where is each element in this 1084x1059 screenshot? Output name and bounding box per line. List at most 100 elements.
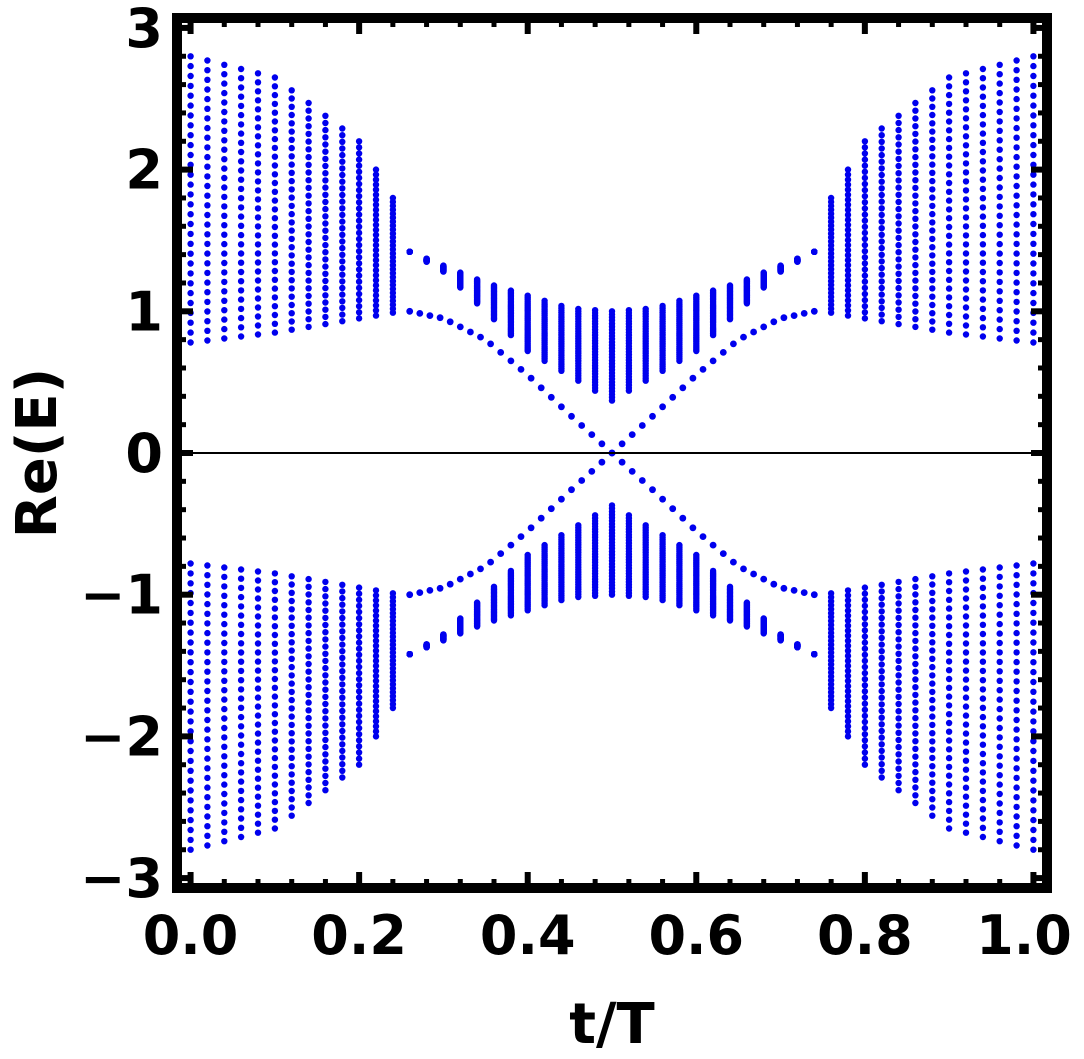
band-point	[355, 639, 363, 646]
band-point	[777, 262, 784, 269]
band-point	[962, 802, 970, 809]
band-point	[979, 333, 987, 340]
band-point	[962, 214, 970, 221]
edge-state-point	[547, 393, 555, 401]
band-point	[945, 605, 953, 612]
edge-state-point	[517, 533, 525, 540]
band-point	[221, 687, 228, 694]
band-point	[187, 82, 194, 90]
band-point	[322, 672, 329, 679]
band-point	[962, 70, 970, 77]
edge-state-point	[477, 333, 484, 341]
band-point	[271, 285, 279, 292]
band-point	[912, 215, 919, 222]
band-point	[372, 597, 380, 604]
band-point	[962, 667, 970, 674]
band-point	[979, 686, 987, 693]
band-point	[372, 176, 380, 183]
band-point	[929, 95, 936, 102]
band-point	[1013, 231, 1020, 238]
edge-state-point	[416, 589, 424, 596]
band-point	[221, 828, 228, 835]
band-point	[355, 688, 363, 695]
band-point	[929, 268, 936, 276]
band-point	[912, 269, 919, 277]
band-point	[979, 222, 987, 229]
band-point	[844, 191, 852, 198]
band-point	[996, 696, 1003, 703]
band-point	[945, 693, 953, 700]
band-point	[355, 682, 363, 689]
band-point	[221, 809, 228, 817]
band-point	[204, 76, 211, 84]
band-point	[929, 812, 936, 819]
band-point	[912, 115, 919, 122]
band-point	[1013, 562, 1020, 569]
band-point	[878, 145, 885, 152]
band-point	[305, 676, 312, 683]
band-point	[288, 219, 295, 226]
band-point	[204, 687, 211, 695]
band-point	[996, 165, 1003, 172]
band-point	[237, 278, 245, 285]
band-point	[237, 296, 245, 303]
band-point	[322, 715, 329, 722]
band-point	[221, 269, 228, 276]
band-point	[305, 300, 312, 307]
band-point	[372, 216, 380, 224]
band-point	[1013, 192, 1020, 199]
band-point	[1030, 718, 1037, 725]
band-point	[1030, 580, 1037, 587]
band-point	[254, 784, 262, 791]
band-point	[895, 184, 902, 191]
band-point	[271, 719, 279, 727]
edge-state-point	[790, 312, 798, 319]
edge-state-point	[487, 558, 494, 566]
band-point	[372, 617, 380, 624]
band-point	[204, 211, 211, 219]
band-point	[1030, 181, 1037, 188]
band-point	[929, 87, 936, 94]
band-point	[355, 193, 363, 200]
band-point	[878, 185, 885, 192]
band-point	[372, 698, 380, 705]
band-point	[271, 658, 279, 665]
band-point	[895, 313, 902, 321]
band-point	[962, 196, 970, 203]
band-point	[962, 829, 970, 836]
band-point	[929, 293, 936, 300]
band-point	[372, 166, 380, 173]
band-point	[305, 238, 312, 246]
band-point	[322, 148, 329, 155]
band-point	[322, 313, 329, 321]
band-point	[962, 640, 970, 647]
band-point	[355, 272, 363, 279]
band-point	[844, 723, 852, 730]
y-axis-title: Re(E)	[5, 368, 70, 539]
band-point	[608, 308, 616, 315]
band-point	[389, 194, 397, 202]
band-point	[1030, 816, 1037, 824]
band-point	[355, 749, 363, 756]
band-point	[288, 326, 295, 333]
edge-state-point	[406, 591, 414, 599]
band-point	[355, 229, 363, 237]
band-point	[659, 596, 666, 604]
band-point	[895, 162, 902, 170]
band-point	[305, 323, 312, 331]
band-point	[288, 754, 295, 762]
band-point	[237, 750, 245, 758]
band-point	[204, 269, 211, 277]
band-point	[322, 249, 329, 256]
band-point	[187, 728, 194, 735]
band-point	[372, 211, 380, 219]
edge-state-point	[497, 550, 505, 557]
band-point	[878, 774, 885, 781]
band-point	[912, 668, 919, 675]
band-point	[221, 573, 228, 581]
band-point	[878, 258, 885, 265]
band-point	[945, 570, 953, 577]
band-point	[861, 602, 869, 610]
band-point	[339, 284, 346, 292]
band-point	[305, 753, 312, 760]
